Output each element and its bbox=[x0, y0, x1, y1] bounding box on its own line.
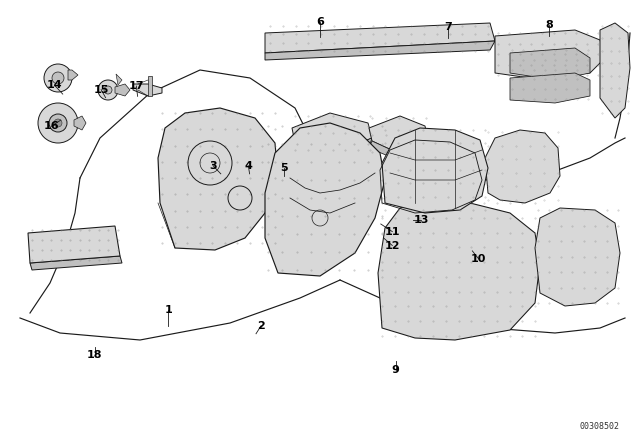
Text: 13: 13 bbox=[413, 215, 429, 224]
Text: 6: 6 bbox=[316, 17, 324, 27]
Polygon shape bbox=[535, 208, 620, 306]
Polygon shape bbox=[133, 84, 162, 96]
Polygon shape bbox=[495, 30, 605, 78]
Polygon shape bbox=[407, 156, 440, 180]
Circle shape bbox=[49, 114, 67, 132]
Polygon shape bbox=[485, 130, 560, 203]
Polygon shape bbox=[28, 226, 120, 263]
Text: 11: 11 bbox=[385, 227, 400, 237]
Text: 2: 2 bbox=[257, 321, 265, 331]
Polygon shape bbox=[369, 140, 428, 160]
Text: 7: 7 bbox=[444, 22, 452, 32]
Text: 9: 9 bbox=[392, 366, 399, 375]
Polygon shape bbox=[292, 113, 372, 153]
Polygon shape bbox=[382, 128, 488, 213]
Polygon shape bbox=[158, 108, 278, 250]
Text: 15: 15 bbox=[93, 85, 109, 95]
Text: 00308502: 00308502 bbox=[580, 422, 620, 431]
Text: 4: 4 bbox=[244, 161, 252, 171]
Text: 12: 12 bbox=[385, 241, 400, 250]
Polygon shape bbox=[510, 73, 590, 103]
Circle shape bbox=[104, 86, 112, 94]
Polygon shape bbox=[148, 76, 152, 96]
Polygon shape bbox=[74, 116, 86, 130]
Polygon shape bbox=[115, 84, 130, 96]
Text: 8: 8 bbox=[545, 20, 553, 30]
Circle shape bbox=[54, 119, 62, 127]
Polygon shape bbox=[292, 138, 372, 160]
Text: 17: 17 bbox=[129, 81, 144, 91]
Circle shape bbox=[38, 103, 78, 143]
Polygon shape bbox=[265, 23, 495, 53]
Polygon shape bbox=[30, 256, 122, 270]
Polygon shape bbox=[265, 41, 495, 60]
Polygon shape bbox=[68, 70, 78, 80]
Circle shape bbox=[52, 72, 64, 84]
Polygon shape bbox=[600, 23, 630, 118]
Text: 18: 18 bbox=[87, 350, 102, 360]
Text: 16: 16 bbox=[44, 121, 59, 131]
Polygon shape bbox=[369, 116, 428, 153]
Polygon shape bbox=[510, 48, 590, 80]
Text: 14: 14 bbox=[47, 80, 62, 90]
Text: 3: 3 bbox=[209, 161, 217, 171]
Polygon shape bbox=[378, 200, 540, 340]
Text: 5: 5 bbox=[280, 163, 287, 173]
Text: 1: 1 bbox=[164, 305, 172, 315]
Polygon shape bbox=[116, 74, 122, 85]
Text: 10: 10 bbox=[471, 254, 486, 264]
Circle shape bbox=[44, 64, 72, 92]
Circle shape bbox=[98, 80, 118, 100]
Polygon shape bbox=[265, 123, 385, 276]
